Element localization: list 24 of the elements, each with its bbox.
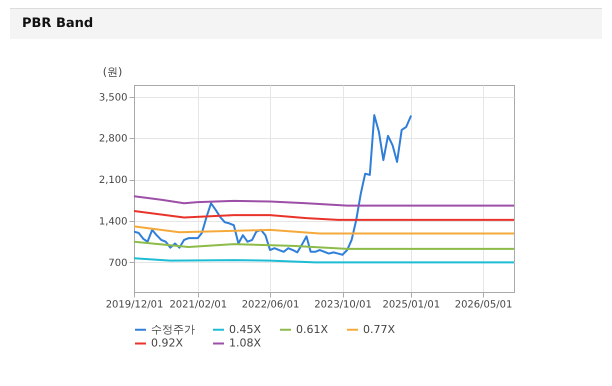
y-tick-label: 2,800 (98, 134, 128, 145)
legend-label: 0.61X (296, 322, 328, 336)
y-axis-title: (원) (102, 66, 122, 78)
x-tick-label: 2023/10/01 (314, 300, 372, 310)
line-series (134, 210, 514, 221)
line-series (134, 240, 514, 250)
x-tick-label: 2026/05/01 (454, 300, 512, 310)
y-tick-label: 700 (108, 258, 128, 269)
line-series (134, 225, 514, 234)
x-tick-label: 2022/06/01 (242, 300, 300, 310)
y-tick-label: 1,400 (98, 216, 128, 228)
x-tick-label: 2025/01/01 (382, 300, 440, 310)
legend-label: 수정주가 (151, 322, 195, 336)
chart-title: PBR Band (10, 8, 602, 39)
x-tick-label: 2021/02/01 (169, 300, 228, 310)
line-series (134, 114, 412, 256)
line-series (134, 195, 514, 207)
legend-label: 0.77X (363, 322, 396, 336)
legend-label: 0.92X (151, 336, 184, 350)
legend-label: 1.08X (229, 336, 262, 350)
y-tick-label: 3,500 (98, 92, 128, 104)
legend-label: 0.45X (229, 322, 262, 336)
y-tick-label: 2,100 (98, 175, 128, 186)
x-tick-label: 2019/12/01 (106, 300, 164, 310)
